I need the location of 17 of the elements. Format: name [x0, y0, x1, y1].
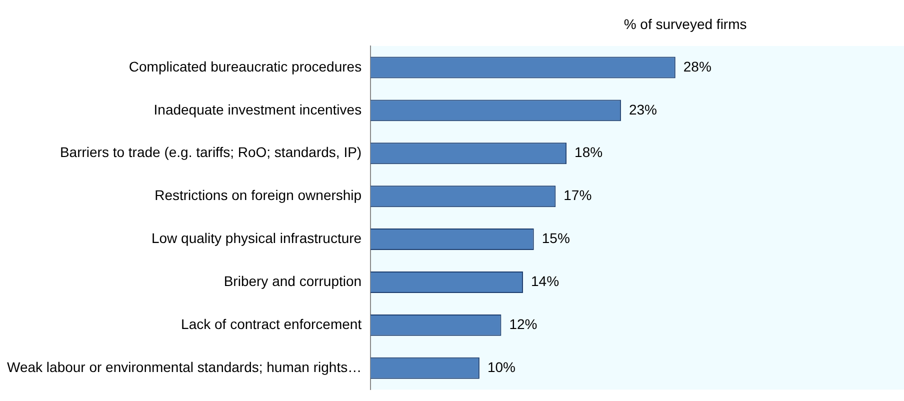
- data-label: 17%: [564, 187, 592, 204]
- data-label: 10%: [487, 358, 516, 375]
- chart-title: % of surveyed firms: [624, 16, 747, 32]
- y-tick-label: Weak labour or environmental standards; human rights…: [6, 358, 362, 375]
- y-tick-label: Low quality physical infrastructure: [151, 230, 362, 246]
- y-tick-label: Lack of contract enforcement: [181, 316, 362, 332]
- data-label: 14%: [530, 273, 560, 290]
- data-label: 28%: [683, 58, 712, 74]
- y-tick-label: Barriers to trade (e.g. tariffs; RoO; standards, IP): [60, 144, 362, 160]
- y-tick-label: Bribery and corruption: [224, 273, 362, 290]
- data-label: 18%: [574, 144, 603, 160]
- y-tick-label: Inadequate investment incentives: [154, 101, 362, 118]
- data-label: 23%: [628, 101, 657, 118]
- y-tick-label: Complicated bureaucratic procedures: [128, 58, 362, 74]
- y-tick-label: Restrictions on foreign ownership: [154, 187, 362, 204]
- data-label: 15%: [542, 230, 570, 246]
- data-label: 12%: [509, 316, 538, 332]
